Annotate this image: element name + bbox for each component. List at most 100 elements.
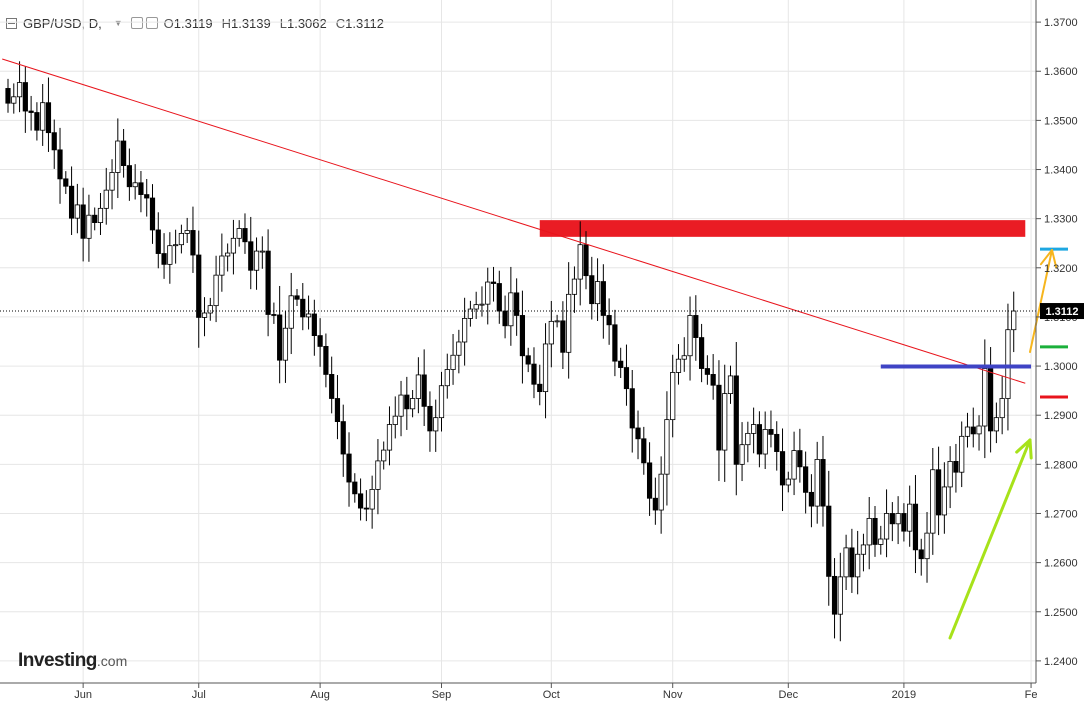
candle-body bbox=[618, 360, 624, 368]
candle bbox=[74, 183, 80, 234]
close-value: 1.3112 bbox=[345, 15, 384, 31]
annotations-back bbox=[539, 220, 1026, 237]
candle-body bbox=[768, 429, 774, 435]
candle-body bbox=[173, 244, 179, 247]
candle-body bbox=[930, 469, 936, 534]
candle bbox=[531, 347, 537, 399]
candle-body bbox=[664, 419, 670, 475]
last-price-tag-box bbox=[1040, 303, 1084, 320]
candle-body bbox=[1011, 310, 1017, 331]
candle bbox=[357, 478, 364, 521]
candle-body bbox=[976, 425, 982, 435]
y-tick-label: 1.2600 bbox=[1044, 558, 1078, 570]
candle-body bbox=[427, 405, 433, 432]
candle bbox=[733, 341, 739, 496]
candle-body bbox=[855, 553, 861, 578]
collapse-icon[interactable] bbox=[6, 17, 17, 29]
candle-body bbox=[993, 417, 999, 432]
candle bbox=[109, 159, 115, 210]
candle-body bbox=[531, 363, 537, 385]
candle bbox=[178, 224, 184, 254]
candle bbox=[722, 364, 728, 482]
candle bbox=[496, 270, 502, 324]
candle bbox=[635, 410, 641, 460]
candle bbox=[80, 187, 86, 262]
candle bbox=[92, 207, 98, 231]
candle-body bbox=[808, 491, 815, 507]
candle bbox=[265, 229, 271, 337]
candle bbox=[519, 290, 526, 384]
candle bbox=[97, 192, 104, 235]
candle-body bbox=[415, 374, 421, 399]
candle-body bbox=[294, 295, 300, 300]
candle bbox=[40, 84, 46, 146]
candle-body bbox=[97, 207, 104, 223]
candle-body bbox=[190, 230, 196, 256]
candle bbox=[959, 421, 965, 488]
candle-body bbox=[11, 96, 17, 104]
candle-body bbox=[149, 197, 156, 231]
candle-body bbox=[248, 241, 254, 271]
candle bbox=[340, 404, 346, 477]
y-tick-label: 1.3000 bbox=[1044, 361, 1078, 373]
candle bbox=[912, 475, 919, 574]
candle bbox=[901, 503, 907, 542]
candle bbox=[779, 428, 786, 512]
candle bbox=[16, 61, 23, 113]
candle-body bbox=[600, 281, 606, 316]
candle bbox=[444, 353, 450, 399]
candle-body bbox=[941, 486, 947, 516]
candle bbox=[334, 375, 341, 440]
chart-header: GBP/USD, D, ▼ O 1.3119 H 1.3139 L 1.3062… bbox=[6, 12, 393, 34]
candle-body bbox=[329, 374, 335, 399]
candle bbox=[115, 118, 121, 199]
candle bbox=[323, 333, 329, 388]
candle-body bbox=[745, 432, 751, 446]
candle bbox=[687, 296, 693, 381]
settings-icon[interactable] bbox=[145, 17, 158, 29]
candle bbox=[739, 422, 745, 482]
candle bbox=[895, 496, 901, 545]
candle bbox=[716, 360, 722, 482]
y-tick-label: 1.3200 bbox=[1044, 263, 1078, 275]
candle bbox=[872, 505, 878, 557]
x-tick-label: Jul bbox=[192, 689, 206, 701]
candle bbox=[554, 314, 560, 328]
candle-body bbox=[5, 88, 11, 104]
candle-body bbox=[658, 473, 664, 511]
candle bbox=[988, 347, 994, 453]
candle-body bbox=[16, 82, 23, 98]
investing-logo: Investing.com bbox=[18, 650, 128, 671]
candle bbox=[548, 300, 554, 368]
candle bbox=[155, 212, 161, 269]
candle-body bbox=[323, 346, 329, 375]
candle-body bbox=[230, 237, 237, 254]
candle bbox=[462, 297, 468, 366]
eye-icon[interactable] bbox=[130, 17, 143, 29]
candle-body bbox=[253, 250, 260, 271]
green-arrow-head bbox=[1015, 438, 1032, 454]
candle bbox=[167, 232, 173, 284]
candle bbox=[86, 194, 92, 262]
candle-body bbox=[213, 274, 219, 307]
candle-body bbox=[589, 275, 595, 305]
candle bbox=[317, 318, 323, 367]
candle bbox=[924, 512, 930, 583]
grid bbox=[0, 0, 1036, 683]
candle bbox=[525, 347, 531, 373]
candle-body bbox=[357, 493, 364, 509]
candle-body bbox=[687, 315, 693, 357]
x-tick-label: Jun bbox=[74, 689, 92, 701]
candle-body bbox=[109, 172, 115, 191]
candle-body bbox=[924, 532, 930, 560]
caret-down-icon[interactable]: ▼ bbox=[113, 18, 123, 28]
candle-body bbox=[386, 424, 393, 451]
candle-body bbox=[554, 320, 560, 323]
candle bbox=[918, 538, 924, 576]
candle-body bbox=[646, 462, 653, 499]
candle bbox=[22, 66, 28, 133]
candle bbox=[271, 302, 277, 324]
green-arrow bbox=[948, 438, 1033, 640]
green-arrow-head bbox=[1028, 438, 1033, 460]
